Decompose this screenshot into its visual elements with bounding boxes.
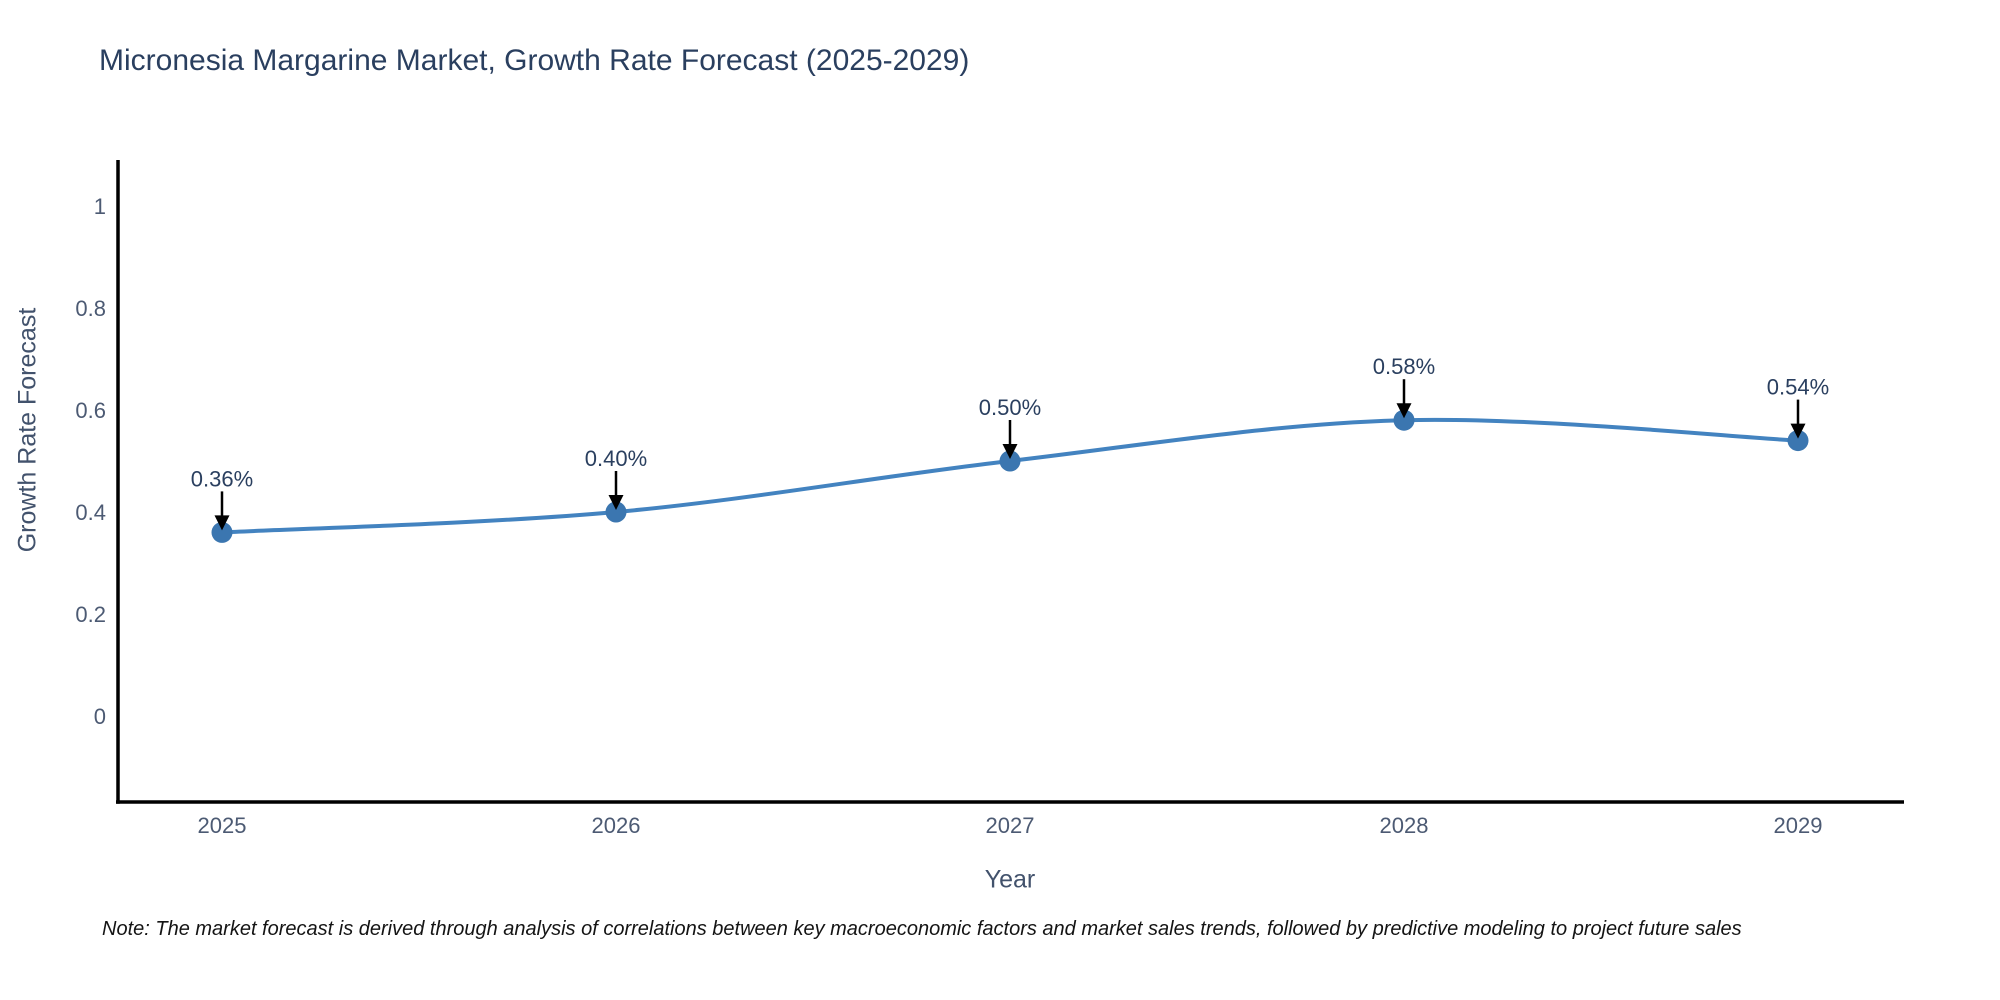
footnote: Note: The market forecast is derived thr… xyxy=(102,918,1742,940)
x-axis-title: Year xyxy=(984,865,1036,894)
data-point-2029[interactable] xyxy=(1787,430,1809,452)
data-point-2025[interactable] xyxy=(211,521,233,543)
point-value-label: 0.58% xyxy=(1373,354,1435,379)
x-tick-label: 2026 xyxy=(592,813,641,838)
x-tick-label: 2027 xyxy=(986,813,1035,838)
point-value-label: 0.54% xyxy=(1767,375,1829,400)
y-tick-label: 0.4 xyxy=(75,500,106,525)
annotation-arrowhead-icon xyxy=(1002,444,1018,459)
data-point-2027[interactable] xyxy=(999,450,1021,472)
data-point-2026[interactable] xyxy=(605,501,627,523)
annotation-arrowhead-icon xyxy=(1790,423,1806,439)
x-tick-label: 2028 xyxy=(1380,813,1429,838)
chart-title: Micronesia Margarine Market, Growth Rate… xyxy=(99,44,970,77)
y-tick-label: 0 xyxy=(94,704,106,729)
point-value-label: 0.40% xyxy=(585,446,647,471)
annotation-arrowhead-icon xyxy=(608,495,624,510)
annotation-arrowhead-icon xyxy=(214,515,230,531)
x-tick-label: 2029 xyxy=(1774,813,1823,838)
point-value-label: 0.50% xyxy=(979,395,1041,420)
x-tick-label: 2025 xyxy=(198,813,247,838)
annotation-arrowhead-icon xyxy=(1396,403,1412,419)
y-tick-label: 0.6 xyxy=(75,398,106,423)
y-tick-label: 0.8 xyxy=(75,296,106,321)
y-tick-label: 0.2 xyxy=(75,602,106,627)
point-value-label: 0.36% xyxy=(191,466,253,491)
y-tick-label: 1 xyxy=(94,194,106,219)
data-point-2028[interactable] xyxy=(1393,409,1415,431)
